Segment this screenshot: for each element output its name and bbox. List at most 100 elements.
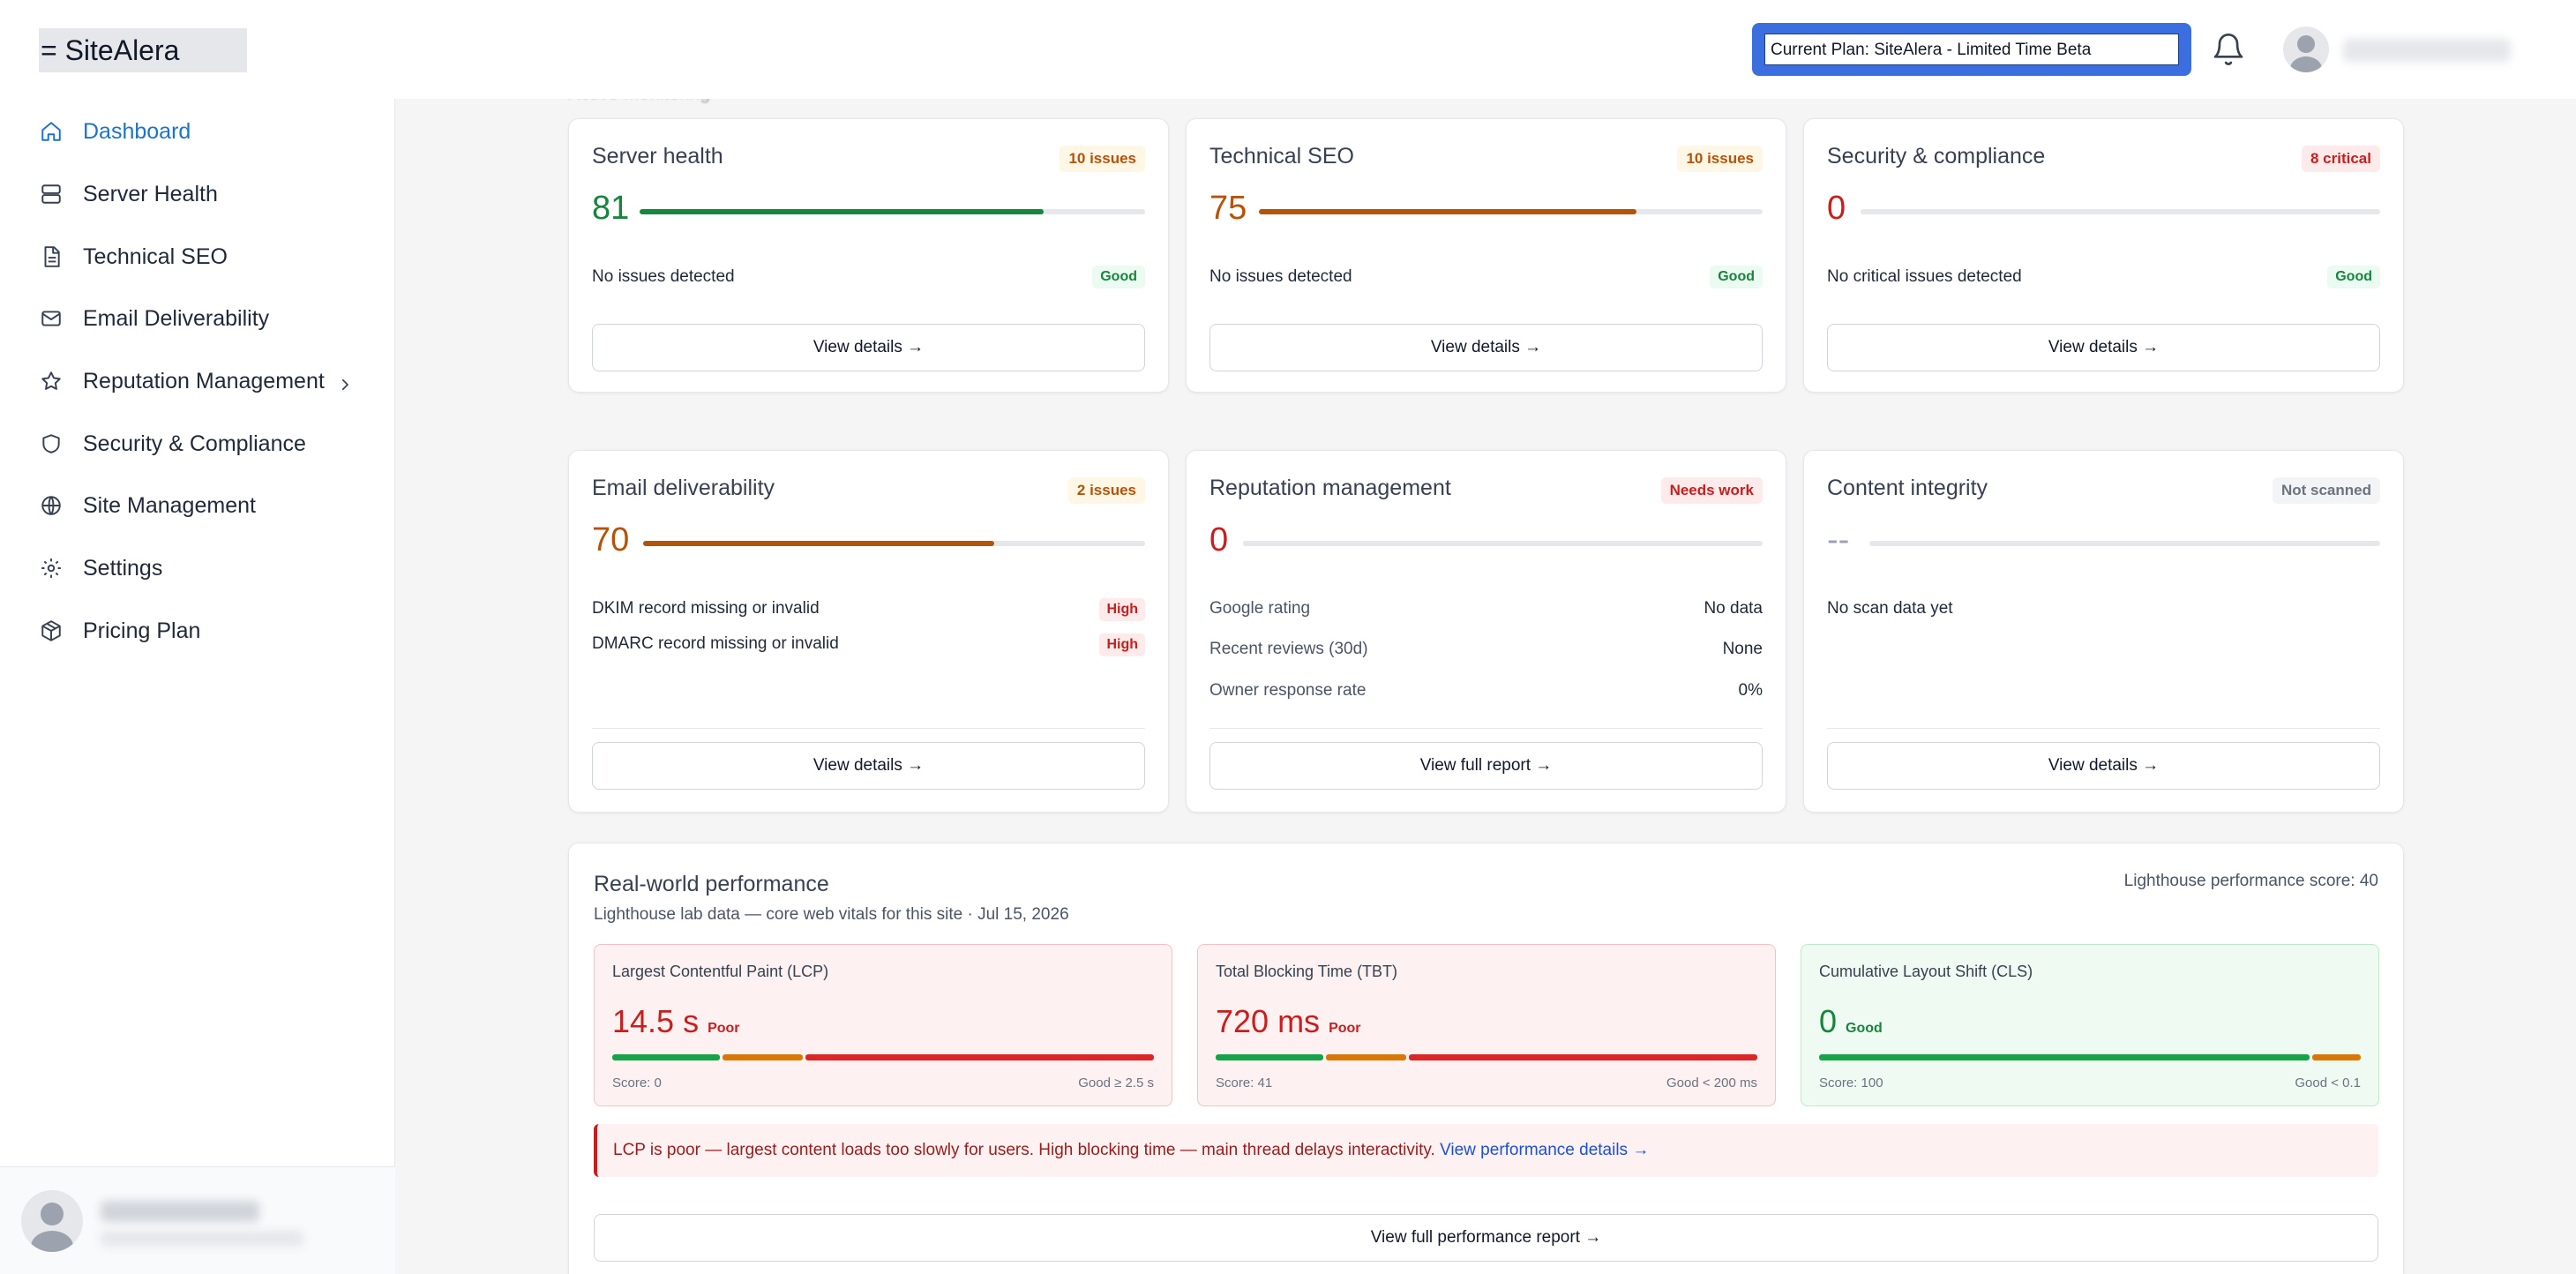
google-rating-label: Google rating (1209, 599, 1311, 618)
metric-label: Cumulative Layout Shift (CLS) (1819, 963, 2033, 980)
score-bar (1243, 541, 1763, 546)
cls-metric-card: Cumulative Layout Shift (CLS) 0 Good Scor… (1801, 944, 2379, 1106)
metric-threshold: Good ≥ 2.5 s (1078, 1075, 1154, 1090)
good-segment (612, 1054, 720, 1060)
metric-value-row: 14.5 s Poor (612, 1003, 740, 1040)
shield-icon (39, 431, 64, 456)
divider (1827, 728, 2380, 729)
score-bar (640, 209, 1145, 214)
metric-threshold-bar (612, 1054, 1154, 1060)
card-title: Email deliverability (592, 476, 775, 500)
performance-alert: LCP is poor — largest content loads too … (594, 1124, 2378, 1177)
content-integrity-card: Content integrity Not scanned -- No scan… (1803, 450, 2404, 813)
status-text: No issues detected (592, 267, 735, 286)
sidebar-item-label: Security & Compliance (83, 431, 306, 456)
metric-score: Score: 0 (612, 1075, 662, 1090)
needs-improvement-segment (722, 1054, 803, 1060)
issue-text: DMARC record missing or invalid (592, 634, 839, 653)
metric-value-row: 0 Good (1819, 1003, 1883, 1040)
status-text: No scan data yet (1827, 599, 1953, 618)
needs-work-badge: Needs work (1660, 477, 1763, 504)
chevron-right-icon (337, 373, 353, 391)
sidebar-item-site-management[interactable]: Site Management (39, 483, 256, 528)
metric-rating: Poor (1329, 1021, 1361, 1036)
metric-value: 720 ms (1216, 1003, 1321, 1039)
server-health-card: Server health 10 issues 81 No issues det… (568, 118, 1169, 393)
top-bar: = SiteAlera Current Plan: SiteAlera - Li… (0, 0, 2576, 99)
technical-seo-card: Technical SEO 10 issues 75 No issues det… (1186, 118, 1786, 393)
score-bar (643, 541, 1145, 546)
user-avatar[interactable] (2283, 26, 2329, 72)
metric-rating: Poor (708, 1021, 740, 1036)
metric-threshold-bar (1216, 1054, 1757, 1060)
reputation-management-card: Reputation management Needs work 0 Googl… (1186, 450, 1786, 813)
view-details-button[interactable]: View details → (592, 324, 1145, 371)
recent-reviews-value: None (1722, 640, 1763, 658)
sidebar: Dashboard Server Health Technical SEO Em… (0, 99, 395, 1274)
security-compliance-card: Security & compliance 8 critical 0 No cr… (1803, 118, 2404, 393)
card-title: Reputation management (1209, 476, 1451, 500)
home-icon (39, 119, 64, 144)
app-logo[interactable]: = SiteAlera (39, 28, 247, 72)
sidebar-item-dashboard[interactable]: Dashboard (39, 109, 191, 154)
sidebar-item-label: Site Management (83, 492, 256, 518)
view-details-button[interactable]: View details → (592, 742, 1145, 790)
server-icon (39, 182, 64, 206)
view-full-performance-report-button[interactable]: View full performance report → (594, 1214, 2378, 1262)
metric-threshold: Good < 200 ms (1666, 1075, 1757, 1090)
sidebar-item-server-health[interactable]: Server Health (39, 172, 218, 216)
status-text: No critical issues detected (1827, 267, 2022, 286)
user-name-redacted[interactable] (2343, 39, 2511, 62)
performance-card: Real-world performance Lighthouse lab da… (568, 843, 2404, 1274)
status-badge: Good (2327, 266, 2380, 289)
sidebar-item-label: Settings (83, 555, 163, 581)
critical-badge: 8 critical (2302, 146, 2380, 172)
issues-badge: 2 issues (1067, 477, 1145, 504)
score-bar (1259, 209, 1763, 214)
card-title: Server health (592, 144, 723, 169)
performance-title: Real-world performance (594, 872, 829, 896)
issues-badge: 10 issues (1677, 146, 1763, 172)
card-title: Security & compliance (1827, 144, 2046, 169)
alert-text: LCP is poor — largest content loads too … (613, 1141, 1435, 1159)
metric-value: 14.5 s (612, 1003, 700, 1039)
lighthouse-score: Lighthouse performance score: 40 (2123, 872, 2378, 890)
view-details-button[interactable]: View details → (1827, 742, 2380, 790)
metric-threshold-bar (1819, 1054, 2361, 1060)
score-value: 70 (592, 521, 630, 558)
sidebar-item-email-deliverability[interactable]: Email Deliverability (39, 296, 269, 341)
recent-reviews-label: Recent reviews (30d) (1209, 640, 1368, 658)
current-plan-button[interactable]: Current Plan: SiteAlera - Limited Time B… (1752, 23, 2191, 76)
sidebar-item-reputation-management[interactable]: Reputation Management (39, 359, 353, 403)
view-full-report-button[interactable]: View full report → (1209, 742, 1763, 790)
sidebar-item-label: Pricing Plan (83, 618, 201, 643)
score-bar-fill (640, 209, 1045, 214)
view-details-button[interactable]: View details → (1827, 324, 2380, 371)
current-plan-label: Current Plan: SiteAlera - Limited Time B… (1764, 34, 2179, 65)
score-value: 75 (1209, 190, 1247, 227)
view-details-button[interactable]: View details → (1209, 324, 1763, 371)
metric-score: Score: 100 (1819, 1075, 1883, 1090)
score-value: -- (1827, 521, 1850, 558)
divider (1209, 728, 1763, 729)
poor-segment (1408, 1054, 1757, 1060)
lcp-metric-card: Largest Contentful Paint (LCP) 14.5 s Poo… (594, 944, 1172, 1106)
sidebar-user-panel[interactable] (0, 1166, 395, 1274)
google-rating-value: No data (1704, 599, 1763, 618)
score-bar-fill (643, 541, 995, 546)
divider (592, 728, 1145, 729)
score-value: 0 (1209, 521, 1229, 558)
sidebar-item-security-compliance[interactable]: Security & Compliance (39, 422, 306, 466)
sidebar-item-label: Server Health (83, 181, 218, 206)
sidebar-item-label: Technical SEO (83, 244, 228, 269)
owner-response-label: Owner response rate (1209, 681, 1367, 700)
mail-icon (39, 306, 64, 331)
bell-icon[interactable] (2211, 32, 2246, 67)
sidebar-item-label: Dashboard (83, 118, 191, 144)
sidebar-item-label: Email Deliverability (83, 305, 270, 331)
metric-value: 0 (1819, 1003, 1838, 1039)
sidebar-item-technical-seo[interactable]: Technical SEO (39, 235, 228, 279)
sidebar-item-settings[interactable]: Settings (39, 546, 162, 590)
sidebar-item-pricing-plan[interactable]: Pricing Plan (39, 609, 200, 653)
view-performance-details-link[interactable]: View performance details → (1440, 1141, 1650, 1159)
